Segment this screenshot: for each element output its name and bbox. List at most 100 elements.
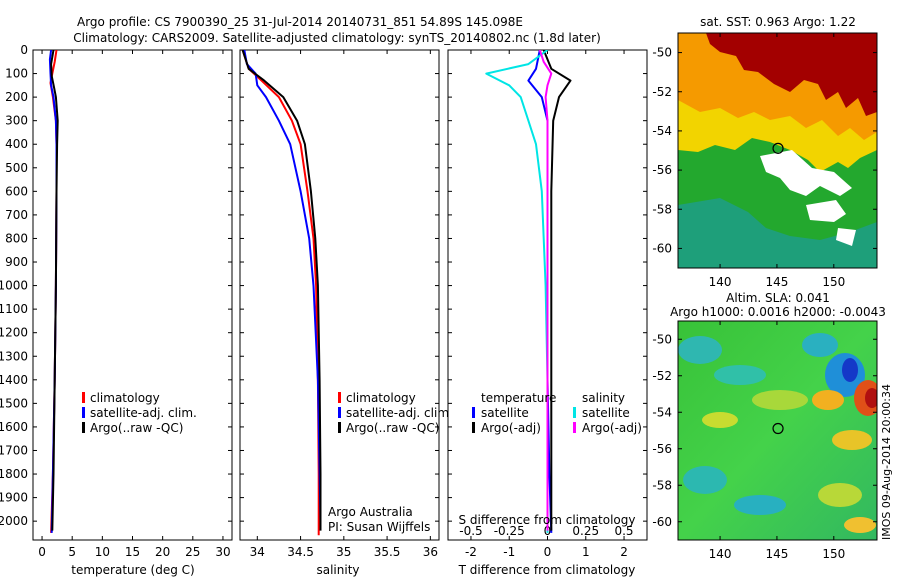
sla-high-anomaly [702,412,738,428]
t-difference-xlabel: T difference from climatology [458,563,636,577]
legend-swatch-climatology [338,392,341,403]
legend-label-t-satellite: satellite [481,406,529,420]
sst-map: sat. SST: 0.963 Argo: 1.22 140 145 150 -50 -… [652,15,878,289]
depth-tick-label: 1100 [0,302,28,316]
depth-tick-label: 1800 [0,467,28,481]
salinity-xlabel: salinity [316,563,359,577]
temperature-legend: climatology satellite-adj. clim. Argo(..… [82,391,197,435]
sst-map-frame [677,32,878,269]
lat-tick-label: -56 [652,163,672,177]
depth-tick-label: 0 [20,43,28,57]
x-tick-label: 1 [582,545,590,559]
difference-profiles [485,50,572,533]
x-tick-label: 35 [336,545,351,559]
legend-swatch-s-argo [573,422,576,433]
legend-label-s-argo: Argo(-adj) [582,421,642,435]
sla-map-frame [677,320,878,541]
salinity-axes-frame [239,49,440,541]
legend-label-satellite-adj: satellite-adj. clim. [90,406,197,420]
lon-tick-label: 140 [709,275,732,289]
lon-tick-label: 150 [822,275,845,289]
legend-title-temperature: temperature [481,391,556,405]
lon-tick-label: 140 [709,547,732,561]
x-tick-label: -2 [465,545,477,559]
lat-tick-label: -52 [652,369,672,383]
sst-missing-data [806,200,846,222]
depth-tick-label: 100 [5,67,28,81]
lon-tick-label: 150 [822,547,845,561]
depth-tick-label: 300 [5,114,28,128]
series-line-argo-raw-qc [50,50,59,531]
sst-teal-region [678,198,877,268]
sst-missing-data [760,150,852,196]
s-diff-tick-label: 0.5 [614,524,633,538]
depth-tick-label: 1600 [0,420,28,434]
salinity-axis-ticks [240,49,439,522]
s-diff-tick-label: -0.25 [494,524,525,538]
x-tick-label: 15 [125,545,140,559]
legend-swatch-t-satellite [472,407,475,418]
depth-tick-label: 800 [5,231,28,245]
lat-tick-label: -54 [652,405,672,419]
salinity-x-axis: 34 34.5 35 35.5 36 [250,50,438,559]
legend-swatch-t-argo [472,422,475,433]
difference-axis-ticks [448,49,647,522]
sla-low-anomaly [678,336,722,364]
sla-low-anomaly [802,333,838,357]
temperature-x-axis: 0 5 10 15 20 25 30 [38,50,231,559]
legend-swatch-s-satellite [573,407,576,418]
depth-axis: 0 100 200 300 400 500 600 700 800 900 1000 1100 1200… [0,43,232,528]
sla-map-axes: 140 145 150 -50 -52 -54 -56 -58 -60 [652,321,877,561]
legend-label-argo: Argo(..raw -QC) [90,421,183,435]
legend-label-satellite-adj: satellite-adj. clim. [346,406,453,420]
legend-swatch-climatology [82,392,85,403]
sla-field [678,321,877,540]
sla-strong-high [865,388,877,408]
difference-panel: -2 -1 0 1 2 -0.5 -0.25 0 0.25 0.5 S difference f… [447,49,648,577]
argo-location-marker [772,142,784,154]
sla-map-title: Altim. SLA: 0.041 [726,291,830,305]
sla-high-anomaly [752,390,808,410]
x-tick-label: 10 [95,545,110,559]
x-tick-label: 5 [68,545,76,559]
difference-x-axis: -2 -1 0 1 2 [465,50,628,559]
lat-tick-label: -50 [652,46,672,60]
x-tick-label: 25 [185,545,200,559]
sst-missing-data [836,228,856,246]
series-line-argo-raw-qc [241,50,322,531]
x-tick-label: 0 [38,545,46,559]
x-tick-label: 34 [250,545,265,559]
temperature-axes-frame [32,49,233,541]
salinity-profiles [241,50,322,536]
temperature-profiles [48,50,59,533]
lon-tick-label: 145 [765,547,788,561]
series-line-argo-adj [542,50,572,531]
s-diff-tick-label: -0.5 [459,524,482,538]
x-tick-label: 2 [620,545,628,559]
legend-label-t-argo: Argo(-adj) [481,421,541,435]
sst-map-title: sat. SST: 0.963 Argo: 1.22 [700,15,856,29]
depth-tick-label: 1000 [0,279,28,293]
x-tick-label: 0 [544,545,552,559]
lat-tick-label: -52 [652,85,672,99]
temperature-panel: 0100200300400500600700800900100011001200… [0,43,233,577]
argo-location-marker [772,422,784,435]
sla-map-subtitle: Argo h1000: 0.0016 h2000: -0.0043 [670,305,886,319]
depth-tick-label: 400 [5,137,28,151]
sla-high-anomaly [844,517,876,533]
depth-tick-label: 500 [5,161,28,175]
lat-tick-label: -50 [652,332,672,346]
sst-map-axes: 140 145 150 -50 -52 -54 -56 -58 -60 [652,33,877,289]
depth-tick-label: 900 [5,255,28,269]
sla-low-anomaly [683,466,727,494]
lat-tick-label: -60 [652,515,672,529]
sla-low-anomaly [734,495,786,515]
legend-title-salinity: salinity [582,391,625,405]
lat-tick-label: -56 [652,442,672,456]
legend-label-argo: Argo(..raw -QC) [346,421,439,435]
depth-tick-label: 600 [5,184,28,198]
legend-label-climatology: climatology [90,391,160,405]
lat-tick-label: -58 [652,202,672,216]
legend-label-s-satellite: satellite [582,406,630,420]
